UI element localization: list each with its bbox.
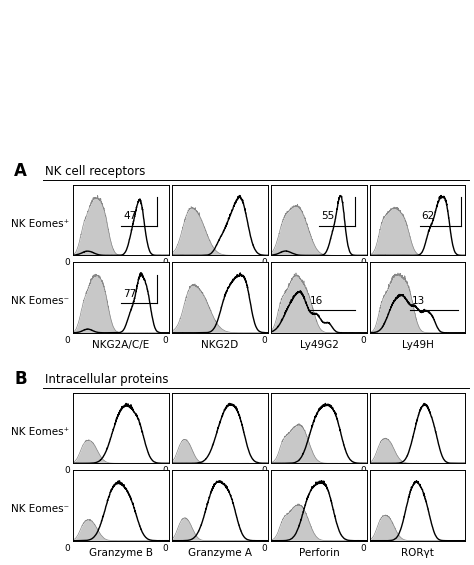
Text: 0: 0: [64, 544, 70, 553]
Text: 0: 0: [361, 258, 366, 267]
Text: 0: 0: [361, 336, 366, 345]
Text: 13: 13: [412, 296, 426, 306]
Text: NK Eomes⁻: NK Eomes⁻: [10, 296, 69, 306]
Text: B: B: [14, 370, 27, 388]
Text: 16: 16: [310, 296, 323, 306]
Text: NK Eomes⁻: NK Eomes⁻: [10, 504, 69, 514]
Text: A: A: [14, 162, 27, 180]
Text: 0: 0: [262, 336, 267, 345]
Text: 0: 0: [163, 336, 169, 345]
Text: RORγt: RORγt: [401, 548, 434, 558]
Text: 47: 47: [123, 211, 136, 221]
Text: 55: 55: [321, 211, 334, 221]
Text: 62: 62: [422, 211, 435, 221]
Text: Ly49H: Ly49H: [402, 340, 434, 350]
Text: 0: 0: [64, 336, 70, 345]
Text: 0: 0: [262, 258, 267, 267]
Text: NK Eomes⁺: NK Eomes⁺: [10, 219, 69, 229]
Text: 0: 0: [361, 466, 366, 475]
Text: NK cell receptors: NK cell receptors: [45, 164, 146, 178]
Text: Granzyme A: Granzyme A: [188, 548, 252, 558]
Text: 0: 0: [163, 466, 169, 475]
Text: 77: 77: [123, 289, 136, 299]
Text: NKG2A/C/E: NKG2A/C/E: [92, 340, 150, 350]
Text: 0: 0: [361, 544, 366, 553]
Text: Ly49G2: Ly49G2: [300, 340, 338, 350]
Text: 0: 0: [262, 544, 267, 553]
Text: Intracellular proteins: Intracellular proteins: [45, 372, 169, 386]
Text: 0: 0: [163, 544, 169, 553]
Text: Perforin: Perforin: [299, 548, 339, 558]
Text: NK Eomes⁺: NK Eomes⁺: [10, 427, 69, 437]
Text: Granzyme B: Granzyme B: [89, 548, 153, 558]
Text: 0: 0: [64, 258, 70, 267]
Text: 0: 0: [163, 258, 169, 267]
Text: NKG2D: NKG2D: [201, 340, 238, 350]
Text: 0: 0: [64, 466, 70, 475]
Text: 0: 0: [262, 466, 267, 475]
